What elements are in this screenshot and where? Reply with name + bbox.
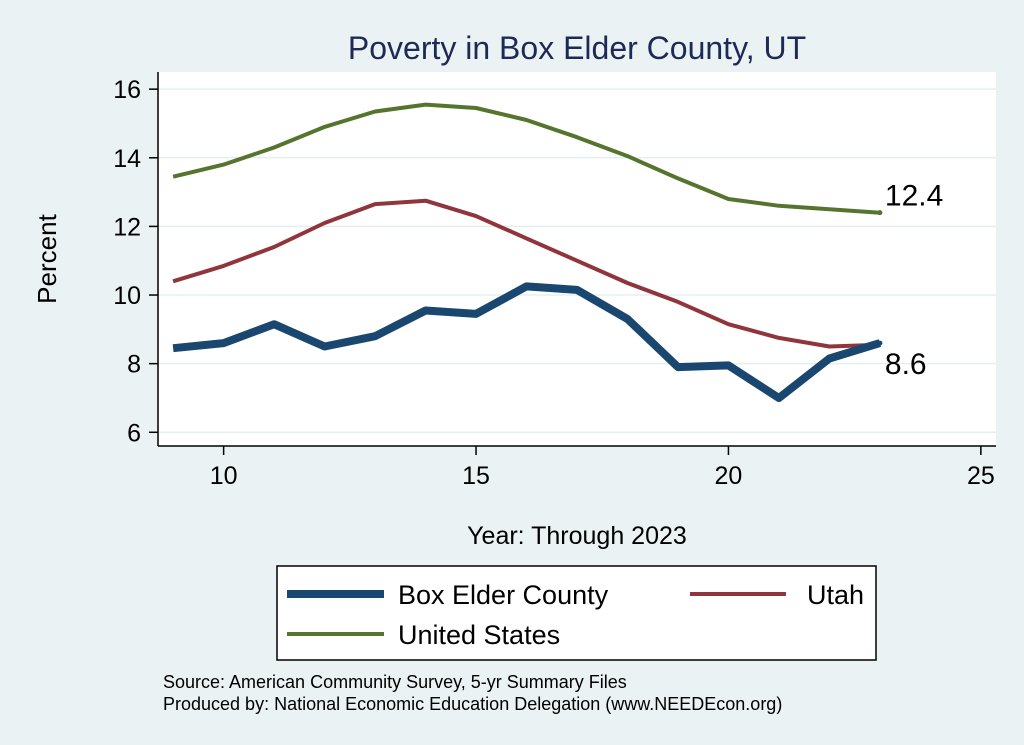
end-marker-united-states (877, 210, 883, 216)
x-tick-label-20: 20 (715, 462, 743, 490)
end-label-box-elder-county: 8.6 (885, 348, 927, 381)
y-tick-label-10: 10 (113, 282, 141, 310)
y-tick-label-16: 16 (113, 76, 141, 104)
producer-note: Produced by: National Economic Education… (163, 694, 782, 714)
chart-title: Poverty in Box Elder County, UT (348, 30, 806, 66)
y-tick-label-14: 14 (113, 145, 141, 173)
x-axis-ticks: 10 15 20 25 (210, 446, 995, 490)
source-note: Source: American Community Survey, 5-yr … (163, 672, 627, 692)
y-axis-label: Percent (32, 213, 62, 303)
y-tick-label-12: 12 (113, 213, 141, 241)
end-label-united-states: 12.4 (885, 180, 943, 213)
series-line-united-states (172, 102, 881, 215)
x-tick-label-10: 10 (210, 462, 238, 490)
x-tick-label-25: 25 (967, 462, 995, 490)
legend-label-utah: Utah (807, 580, 864, 610)
legend-label-box-elder-county: Box Elder County (398, 580, 609, 610)
y-tick-label-6: 6 (127, 419, 141, 447)
legend-label-united-states: United States (398, 620, 560, 650)
gridlines (158, 88, 996, 434)
y-axis-ticks: 6 8 10 12 14 16 (113, 76, 158, 447)
legend-items: Box Elder County Utah United States (287, 580, 864, 650)
legend-box (276, 565, 877, 661)
series-line-utah (172, 198, 880, 349)
series-layer (172, 102, 882, 402)
annotation-layer: 12.4 8.6 (877, 180, 943, 381)
end-marker-box-elder-county (877, 340, 883, 346)
series-line-box-elder-county (172, 282, 882, 402)
y-tick-label-8: 8 (127, 351, 141, 379)
x-axis-label: Year: Through 2023 (467, 522, 687, 550)
legend: Box Elder County Utah United States (276, 565, 877, 661)
x-tick-label-15: 15 (462, 462, 490, 490)
